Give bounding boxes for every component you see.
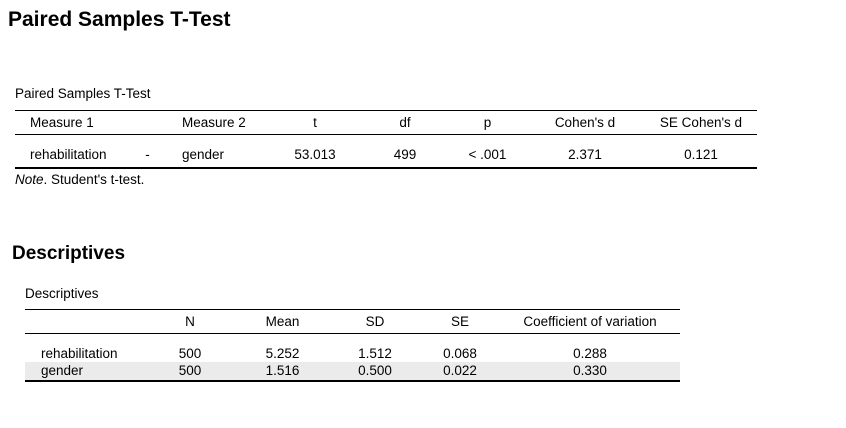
ttest-table: Measure 1 Measure 2 t df p Cohen's d SE … xyxy=(15,110,757,169)
descriptives-row-gender: gender 500 1.516 0.500 0.022 0.330 xyxy=(25,362,680,381)
cell-mean: 1.516 xyxy=(265,363,300,378)
cell-coefficient-of-variation: 0.330 xyxy=(573,363,607,378)
col-header-se: SE xyxy=(420,309,500,334)
col-header-p: p xyxy=(450,110,525,135)
col-header-cohens-d: Cohen's d xyxy=(525,110,645,135)
col-header-separator xyxy=(135,110,160,135)
descriptives-heading: Descriptives xyxy=(12,243,126,264)
cell-measure2: gender xyxy=(182,147,225,162)
col-header-se-cohens-d: SE Cohen's d xyxy=(645,110,757,135)
cell-cohens-d: 2.371 xyxy=(568,147,602,162)
cell-n: 500 xyxy=(178,346,202,361)
cell-se-cohens-d: 0.121 xyxy=(684,147,718,162)
ttest-table-caption: Paired Samples T-Test xyxy=(15,86,151,101)
descriptives-output-section: Descriptives N Mean SD SE Coefficient of… xyxy=(0,286,846,382)
col-header-t: t xyxy=(270,110,360,135)
col-header-coefficient-of-variation: Coefficient of variation xyxy=(500,309,680,334)
col-header-variable xyxy=(25,309,145,334)
col-header-df: df xyxy=(360,110,450,135)
cell-variable: rehabilitation xyxy=(41,346,118,361)
descriptives-table: N Mean SD SE Coefficient of variation re… xyxy=(25,309,680,382)
cell-df: 499 xyxy=(393,147,417,162)
table-note: Note. Student's t-test. xyxy=(15,172,846,188)
cell-t: 53.013 xyxy=(294,147,336,162)
note-text: . Student's t-test. xyxy=(43,172,145,187)
descriptives-header-row: N Mean SD SE Coefficient of variation xyxy=(25,309,680,334)
col-header-n: N xyxy=(145,309,235,334)
cell-se: 0.068 xyxy=(443,346,477,361)
descriptives-row-rehabilitation: rehabilitation 500 5.252 1.512 0.068 0.2… xyxy=(25,334,680,363)
col-header-measure1: Measure 1 xyxy=(15,110,135,135)
cell-se: 0.022 xyxy=(443,363,477,378)
ttest-header-row: Measure 1 Measure 2 t df p Cohen's d SE … xyxy=(15,110,757,135)
ttest-data-row: rehabilitation - gender 53.013 499 < .00… xyxy=(15,135,757,169)
cell-separator: - xyxy=(145,147,150,162)
cell-coefficient-of-variation: 0.288 xyxy=(573,346,607,361)
cell-measure1: rehabilitation xyxy=(30,147,107,162)
cell-n: 500 xyxy=(178,363,202,378)
note-label: Note xyxy=(15,172,44,187)
col-header-mean: Mean xyxy=(235,309,330,334)
page-title: Paired Samples T-Test xyxy=(8,8,231,31)
cell-sd: 1.512 xyxy=(358,346,392,361)
cell-variable: gender xyxy=(41,363,84,378)
cell-mean: 5.252 xyxy=(265,346,300,361)
col-header-measure2: Measure 2 xyxy=(160,110,270,135)
cell-p: < .001 xyxy=(468,147,507,162)
descriptives-table-caption: Descriptives xyxy=(25,286,99,301)
col-header-sd: SD xyxy=(330,309,420,334)
cell-sd: 0.500 xyxy=(358,363,392,378)
ttest-output-section: Paired Samples T-Test Measure 1 Measure … xyxy=(0,86,846,188)
